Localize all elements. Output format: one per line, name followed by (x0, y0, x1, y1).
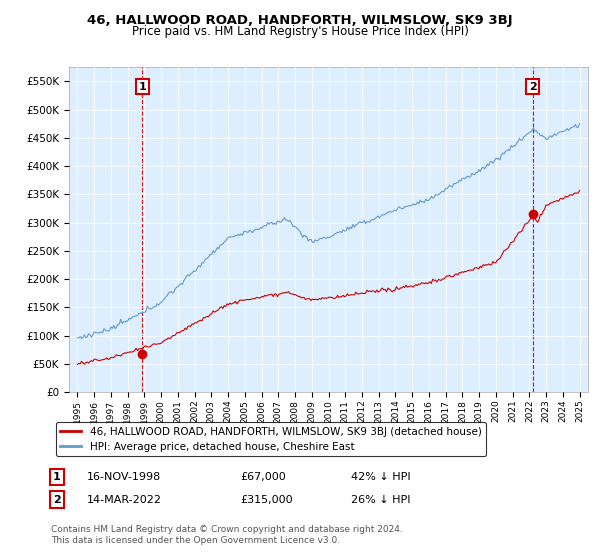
Text: Contains HM Land Registry data © Crown copyright and database right 2024.
This d: Contains HM Land Registry data © Crown c… (51, 525, 403, 545)
Text: 2: 2 (53, 494, 61, 505)
Text: 1: 1 (53, 472, 61, 482)
Text: 1: 1 (139, 82, 146, 92)
Legend: 46, HALLWOOD ROAD, HANDFORTH, WILMSLOW, SK9 3BJ (detached house), HPI: Average p: 46, HALLWOOD ROAD, HANDFORTH, WILMSLOW, … (56, 422, 485, 456)
Text: Price paid vs. HM Land Registry's House Price Index (HPI): Price paid vs. HM Land Registry's House … (131, 25, 469, 38)
Text: £67,000: £67,000 (240, 472, 286, 482)
Text: 26% ↓ HPI: 26% ↓ HPI (351, 494, 410, 505)
Text: £315,000: £315,000 (240, 494, 293, 505)
Text: 16-NOV-1998: 16-NOV-1998 (87, 472, 161, 482)
Text: 46, HALLWOOD ROAD, HANDFORTH, WILMSLOW, SK9 3BJ: 46, HALLWOOD ROAD, HANDFORTH, WILMSLOW, … (87, 14, 513, 27)
Text: 42% ↓ HPI: 42% ↓ HPI (351, 472, 410, 482)
Text: 14-MAR-2022: 14-MAR-2022 (87, 494, 162, 505)
Text: 2: 2 (529, 82, 536, 92)
